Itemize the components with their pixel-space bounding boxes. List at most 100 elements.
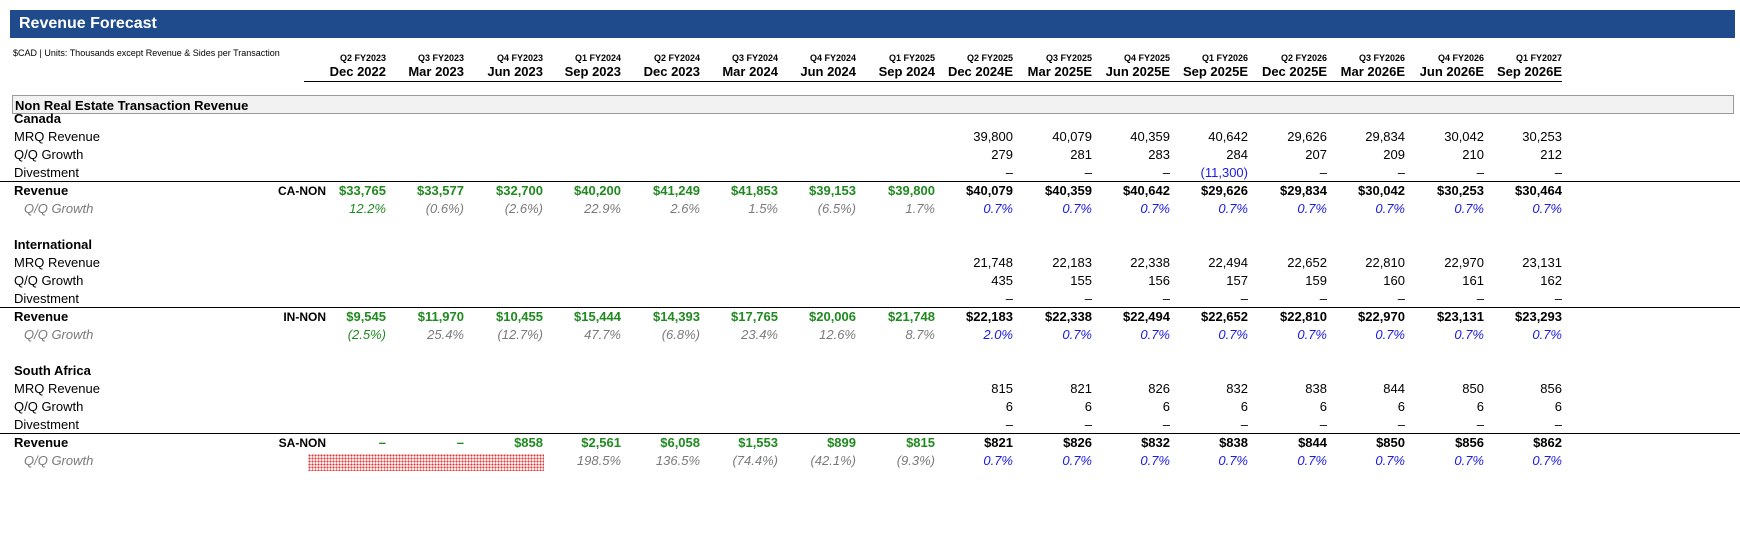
data-cell[interactable]: 47.7% [584, 327, 621, 342]
data-cell[interactable]: 0.7% [1218, 327, 1248, 342]
data-cell[interactable]: 6 [1240, 399, 1248, 414]
data-cell[interactable]: 0.7% [1140, 201, 1170, 216]
data-cell[interactable]: – [378, 435, 386, 450]
data-cell[interactable]: 0.7% [1454, 201, 1484, 216]
data-cell[interactable]: 29,626 [1287, 129, 1327, 144]
data-cell[interactable]: – [1162, 417, 1170, 432]
data-cell[interactable]: 40,359 [1130, 129, 1170, 144]
data-cell[interactable]: – [1397, 417, 1405, 432]
data-cell[interactable]: – [1240, 417, 1248, 432]
data-cell[interactable]: (6.8%) [661, 327, 700, 342]
data-cell[interactable]: $29,834 [1280, 183, 1327, 198]
data-cell[interactable]: 6 [1084, 399, 1092, 414]
data-cell[interactable]: – [456, 435, 464, 450]
data-cell[interactable]: (42.1%) [810, 453, 856, 468]
data-cell[interactable]: – [1005, 291, 1013, 306]
data-cell[interactable]: 844 [1383, 381, 1405, 396]
data-cell[interactable]: $40,359 [1045, 183, 1092, 198]
data-cell[interactable]: 29,834 [1365, 129, 1405, 144]
data-cell[interactable]: $33,765 [339, 183, 386, 198]
data-cell[interactable]: 157 [1226, 273, 1248, 288]
data-cell[interactable]: 0.7% [1297, 327, 1327, 342]
data-cell[interactable]: 0.7% [1140, 327, 1170, 342]
data-cell[interactable]: 0.7% [983, 201, 1013, 216]
data-cell[interactable]: 0.7% [1297, 453, 1327, 468]
data-cell[interactable]: 1.5% [748, 201, 778, 216]
data-cell[interactable]: 25.4% [427, 327, 464, 342]
data-cell[interactable]: 0.7% [1375, 327, 1405, 342]
data-cell[interactable]: (74.4%) [732, 453, 778, 468]
data-cell[interactable]: $40,079 [966, 183, 1013, 198]
data-cell[interactable]: $832 [1141, 435, 1170, 450]
data-cell[interactable]: – [1476, 165, 1484, 180]
data-cell[interactable]: 136.5% [655, 453, 700, 468]
data-cell[interactable]: $821 [984, 435, 1013, 450]
data-cell[interactable]: $22,810 [1280, 309, 1327, 324]
data-cell[interactable]: 162 [1540, 273, 1562, 288]
data-cell[interactable]: 838 [1305, 381, 1327, 396]
data-cell[interactable]: 0.7% [1454, 327, 1484, 342]
data-cell[interactable]: $40,200 [574, 183, 621, 198]
data-cell[interactable]: $856 [1455, 435, 1484, 450]
data-cell[interactable]: 6 [1476, 399, 1484, 414]
data-cell[interactable]: 212 [1540, 147, 1562, 162]
data-cell[interactable]: 156 [1148, 273, 1170, 288]
data-cell[interactable]: $29,626 [1201, 183, 1248, 198]
data-cell[interactable]: 0.7% [1062, 327, 1092, 342]
data-cell[interactable]: $30,042 [1358, 183, 1405, 198]
data-cell[interactable]: – [1554, 291, 1562, 306]
data-cell[interactable]: – [1476, 417, 1484, 432]
data-cell[interactable]: – [1162, 291, 1170, 306]
data-cell[interactable]: 281 [1070, 147, 1092, 162]
data-cell[interactable]: 40,079 [1052, 129, 1092, 144]
data-cell[interactable]: – [1240, 291, 1248, 306]
data-cell[interactable]: 198.5% [576, 453, 621, 468]
data-cell[interactable]: 284 [1226, 147, 1248, 162]
data-cell[interactable]: – [1084, 165, 1092, 180]
data-cell[interactable]: 39,800 [973, 129, 1013, 144]
data-cell[interactable]: 21,748 [973, 255, 1013, 270]
data-cell[interactable]: $838 [1219, 435, 1248, 450]
data-cell[interactable]: – [1084, 291, 1092, 306]
data-cell[interactable]: – [1005, 165, 1013, 180]
data-cell[interactable]: 0.7% [1140, 453, 1170, 468]
data-cell[interactable]: 159 [1305, 273, 1327, 288]
data-cell[interactable]: 0.7% [1375, 201, 1405, 216]
data-cell[interactable]: – [1319, 165, 1327, 180]
data-cell[interactable]: 12.6% [819, 327, 856, 342]
data-cell[interactable]: 22,183 [1052, 255, 1092, 270]
data-cell[interactable]: $32,700 [496, 183, 543, 198]
data-cell[interactable]: $2,561 [581, 435, 621, 450]
data-cell[interactable]: $22,338 [1045, 309, 1092, 324]
data-cell[interactable]: (2.6%) [504, 201, 543, 216]
data-cell[interactable]: 0.7% [1062, 453, 1092, 468]
data-cell[interactable]: 0.7% [983, 453, 1013, 468]
data-cell[interactable]: $41,853 [731, 183, 778, 198]
data-cell[interactable]: – [1476, 291, 1484, 306]
data-cell[interactable]: 30,253 [1522, 129, 1562, 144]
data-cell[interactable]: – [1397, 165, 1405, 180]
data-cell[interactable]: $41,249 [653, 183, 700, 198]
data-cell[interactable]: $10,455 [496, 309, 543, 324]
data-cell[interactable]: $815 [906, 435, 935, 450]
data-cell[interactable]: 12.2% [349, 201, 386, 216]
data-cell[interactable]: $40,642 [1123, 183, 1170, 198]
data-cell[interactable]: 0.7% [1532, 327, 1562, 342]
data-cell[interactable]: (11,300) [1200, 165, 1248, 180]
data-cell[interactable]: 1.7% [905, 201, 935, 216]
data-cell[interactable]: $30,253 [1437, 183, 1484, 198]
data-cell[interactable]: 23,131 [1522, 255, 1562, 270]
data-cell[interactable]: $22,970 [1358, 309, 1405, 324]
data-cell[interactable]: 22,810 [1365, 255, 1405, 270]
data-cell[interactable]: 155 [1070, 273, 1092, 288]
data-cell[interactable]: (2.5%) [347, 327, 386, 342]
data-cell[interactable]: (0.6%) [425, 201, 464, 216]
data-cell[interactable]: $21,748 [888, 309, 935, 324]
data-cell[interactable]: – [1397, 291, 1405, 306]
data-cell[interactable]: 0.7% [1532, 201, 1562, 216]
data-cell[interactable]: 40,642 [1208, 129, 1248, 144]
data-cell[interactable]: – [1319, 291, 1327, 306]
data-cell[interactable]: 821 [1070, 381, 1092, 396]
data-cell[interactable]: (9.3%) [896, 453, 935, 468]
data-cell[interactable]: $1,553 [738, 435, 778, 450]
